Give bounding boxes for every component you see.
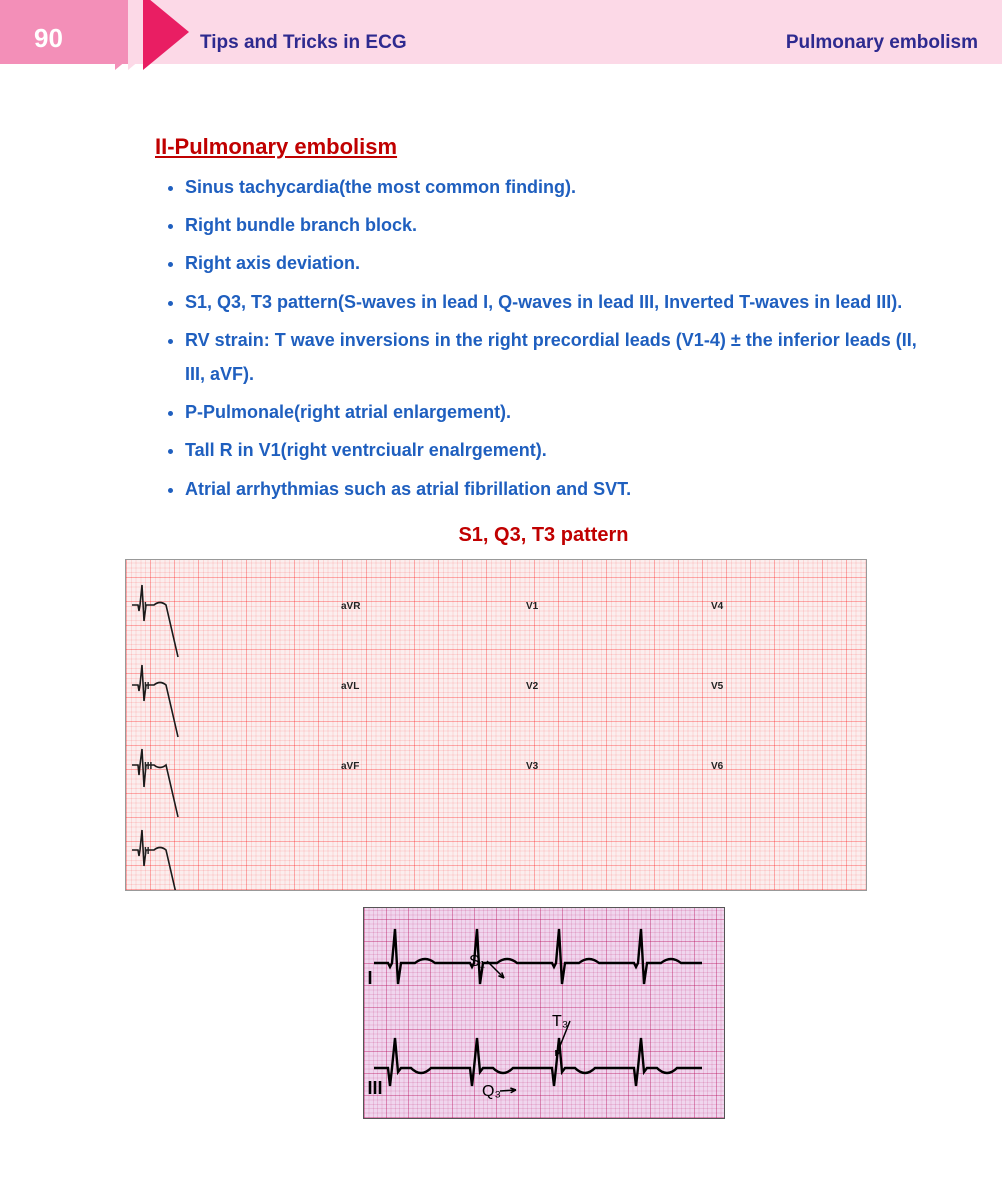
list-item: Atrial arrhythmias such as atrial fibril… [185,472,932,506]
svg-text:V6: V6 [711,761,724,772]
findings-list: Sinus tachycardia(the most common findin… [185,170,932,506]
chapter-title: Pulmonary embolism [786,32,978,54]
book-title: Tips and Tricks in ECG [200,32,407,54]
svg-text:II: II [144,681,150,692]
svg-text:I: I [144,601,147,612]
figure-caption: S1, Q3, T3 pattern [155,524,932,547]
svg-text:V4: V4 [711,601,724,612]
svg-text:V5: V5 [711,681,724,692]
list-item: Tall R in V1(right ventrciualr enalrgeme… [185,433,932,467]
list-item: Right bundle branch block. [185,208,932,242]
list-item: S1, Q3, T3 pattern(S-waves in lead I, Q-… [185,285,932,319]
svg-text:Q₃: Q₃ [482,1083,501,1100]
svg-text:aVL: aVL [341,681,359,692]
detail-lead-I-label: I [368,968,373,989]
svg-text:II: II [144,846,150,857]
list-item: Sinus tachycardia(the most common findin… [185,170,932,204]
list-item: RV strain: T wave inversions in the righ… [185,323,932,391]
svg-text:S₁: S₁ [469,953,485,970]
svg-text:aVR: aVR [341,601,361,612]
svg-text:T₃: T₃ [552,1013,568,1030]
ecg-12-lead: IaVR V1 V4 II aVL V2 V5 III aVF V3 V6 II [125,559,867,891]
section-heading: II-Pulmonary embolism [155,134,932,160]
svg-text:V3: V3 [526,761,539,772]
ecg-detail-trace: S₁ T₃ Q₃ [364,908,724,1118]
list-item: P-Pulmonale(right atrial enlargement). [185,395,932,429]
svg-text:V2: V2 [526,681,539,692]
svg-text:III: III [144,761,153,772]
detail-lead-III-label: III [368,1078,383,1099]
svg-text:V1: V1 [526,601,539,612]
page-number: 90 [0,0,130,64]
page-content: II-Pulmonary embolism Sinus tachycardia(… [0,64,1002,1119]
svg-text:aVF: aVF [341,761,359,772]
page-header: 90 Tips and Tricks in ECG Pulmonary embo… [0,0,1002,64]
ecg-detail: S₁ T₃ Q₃ I III [363,907,725,1119]
list-item: Right axis deviation. [185,246,932,280]
ecg-main-trace: IaVR V1 V4 II aVL V2 V5 III aVF V3 V6 II [126,560,866,890]
chevron-inner [143,0,189,70]
